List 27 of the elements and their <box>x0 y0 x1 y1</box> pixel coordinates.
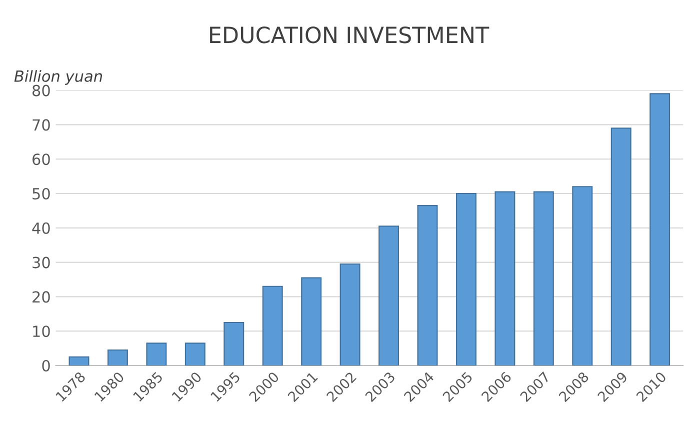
y-tick-label: 50 <box>32 188 50 200</box>
bar <box>650 93 670 366</box>
bar <box>572 186 593 366</box>
y-tick-label: 0 <box>42 360 50 372</box>
bar <box>262 286 283 366</box>
bar <box>301 277 322 366</box>
bar <box>224 322 244 366</box>
y-tick-label: 70 <box>32 119 50 131</box>
y-tick-label: 80 <box>32 84 50 96</box>
y-tick-label: 40 <box>32 222 50 234</box>
bar <box>456 192 476 366</box>
y-tick-label: 60 <box>32 154 50 166</box>
bar <box>417 204 438 366</box>
bar <box>340 263 360 366</box>
bar <box>378 226 400 366</box>
bar <box>610 128 632 366</box>
bar <box>533 191 554 366</box>
y-tick-label: 10 <box>33 326 50 338</box>
bar <box>184 342 206 366</box>
y-tick-label: 30 <box>32 256 50 268</box>
bar <box>68 356 90 366</box>
chart-title: EDUCATION INVESTMENT <box>210 26 490 44</box>
bar <box>146 342 167 366</box>
y-axis-title: Billion yuan <box>14 70 102 85</box>
y-tick-label: 20 <box>32 291 50 303</box>
bar <box>494 191 516 366</box>
bar <box>107 349 128 366</box>
